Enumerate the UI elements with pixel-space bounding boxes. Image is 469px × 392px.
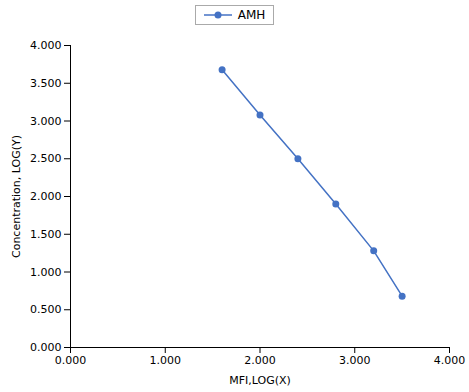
svg-text:0.000: 0.000 <box>55 354 87 367</box>
svg-text:Concentration, LOG(Y): Concentration, LOG(Y) <box>10 135 23 258</box>
svg-text:3.000: 3.000 <box>30 115 62 128</box>
svg-text:4.000: 4.000 <box>434 354 466 367</box>
svg-text:3.000: 3.000 <box>339 354 371 367</box>
svg-text:0.500: 0.500 <box>30 303 62 316</box>
svg-text:4.000: 4.000 <box>30 39 62 52</box>
svg-text:3.500: 3.500 <box>30 77 62 90</box>
svg-text:2.000: 2.000 <box>30 190 62 203</box>
svg-text:2.500: 2.500 <box>30 152 62 165</box>
svg-text:1.000: 1.000 <box>30 266 62 279</box>
svg-text:MFI,LOG(X): MFI,LOG(X) <box>229 374 291 387</box>
svg-text:1.500: 1.500 <box>30 228 62 241</box>
html-text:AMH: AMH <box>237 8 266 22</box>
svg-text:2.000: 2.000 <box>244 354 276 367</box>
svg-text:1.000: 1.000 <box>150 354 182 367</box>
svg-text:0.000: 0.000 <box>30 341 62 354</box>
